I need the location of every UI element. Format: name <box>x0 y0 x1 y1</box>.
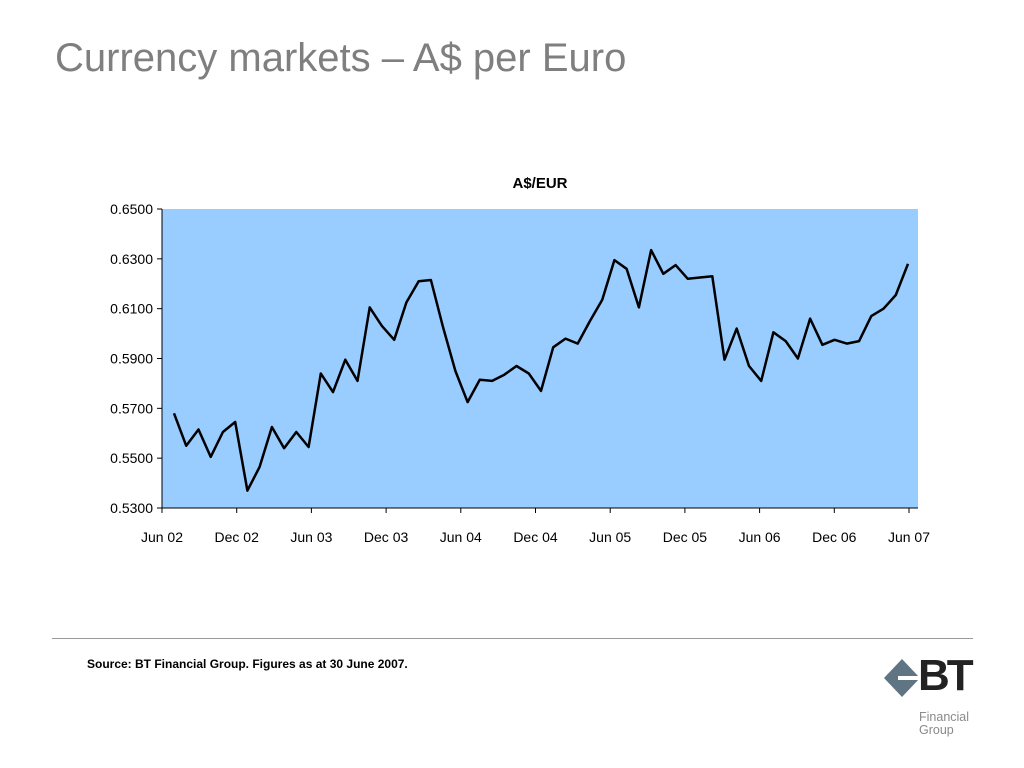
logo-line-1: Financial <box>919 710 970 724</box>
logo-wordmark: BT <box>918 651 974 700</box>
plot-area <box>162 209 918 508</box>
y-tick-label: 0.6300 <box>110 251 153 267</box>
line-chart: A$/EUR 0.6500 0.6300 0.6100 0.5900 0.5700 0.55… <box>110 175 930 545</box>
x-tick-label: Jun 07 <box>888 529 930 545</box>
y-tick-label: 0.5700 <box>110 400 153 416</box>
x-tick-label: Dec 04 <box>513 529 558 545</box>
series-line <box>172 248 910 492</box>
x-tick-label: Dec 02 <box>215 529 260 545</box>
logo-subtitle: Financial Group <box>919 711 969 737</box>
x-tick-label: Jun 02 <box>141 529 183 545</box>
footer-divider <box>52 638 973 639</box>
diamond-icon <box>884 659 920 697</box>
bt-logo: BT Financial Group <box>882 651 982 746</box>
x-tick-label: Dec 06 <box>812 529 857 545</box>
x-tick-label: Jun 03 <box>290 529 332 545</box>
x-tick-label: Dec 05 <box>663 529 708 545</box>
x-tick-label: Jun 06 <box>739 529 781 545</box>
x-tick-label: Dec 03 <box>364 529 409 545</box>
chart-title: A$/EUR <box>512 175 567 192</box>
y-tick-label: 0.5300 <box>110 500 153 516</box>
y-tick-label: 0.5900 <box>110 351 153 367</box>
slide-title: Currency markets – A$ per Euro <box>55 36 627 80</box>
x-tick-label: Jun 05 <box>589 529 631 545</box>
y-tick-label: 0.5500 <box>110 450 153 466</box>
logo-line-2: Group <box>919 723 954 737</box>
source-note: Source: BT Financial Group. Figures as a… <box>87 657 408 671</box>
y-tick-label: 0.6100 <box>110 301 153 317</box>
x-tick-label: Jun 04 <box>440 529 482 545</box>
y-tick-label: 0.6500 <box>110 201 153 217</box>
